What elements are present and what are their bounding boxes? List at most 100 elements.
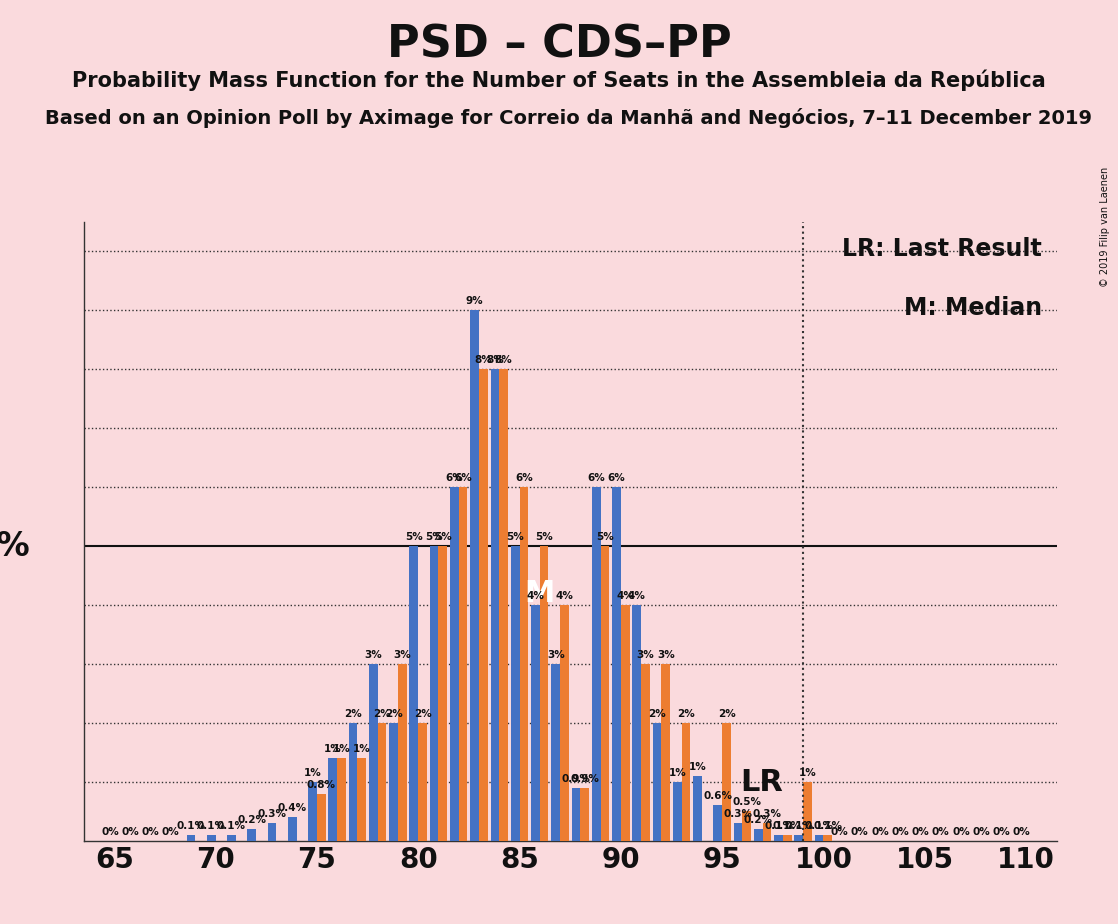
Text: 5%: 5% bbox=[0, 529, 30, 563]
Text: 2%: 2% bbox=[414, 709, 432, 719]
Bar bbox=[653, 723, 662, 841]
Text: 5%: 5% bbox=[596, 532, 614, 541]
Bar bbox=[531, 605, 540, 841]
Text: 5%: 5% bbox=[506, 532, 524, 541]
Bar bbox=[451, 487, 458, 841]
Text: 3%: 3% bbox=[547, 650, 565, 660]
Text: 0%: 0% bbox=[973, 827, 991, 837]
Text: 1%: 1% bbox=[798, 768, 816, 778]
Bar bbox=[338, 759, 345, 841]
Bar bbox=[591, 487, 600, 841]
Text: 1%: 1% bbox=[353, 744, 371, 754]
Text: © 2019 Filip van Laenen: © 2019 Filip van Laenen bbox=[1100, 166, 1110, 286]
Bar bbox=[288, 817, 296, 841]
Text: 5%: 5% bbox=[405, 532, 423, 541]
Text: 0%: 0% bbox=[162, 827, 180, 837]
Bar bbox=[247, 829, 256, 841]
Text: 0.9%: 0.9% bbox=[570, 773, 599, 784]
Text: 1%: 1% bbox=[333, 744, 350, 754]
Text: 1%: 1% bbox=[669, 768, 686, 778]
Text: 0%: 0% bbox=[931, 827, 949, 837]
Text: 0%: 0% bbox=[851, 827, 869, 837]
Bar bbox=[316, 794, 325, 841]
Text: 6%: 6% bbox=[587, 473, 605, 483]
Bar bbox=[329, 759, 338, 841]
Bar bbox=[783, 835, 792, 841]
Bar bbox=[571, 788, 580, 841]
Bar bbox=[458, 487, 467, 841]
Bar bbox=[641, 664, 650, 841]
Bar bbox=[682, 723, 690, 841]
Text: 5%: 5% bbox=[536, 532, 553, 541]
Bar bbox=[187, 835, 196, 841]
Bar bbox=[491, 370, 500, 841]
Bar bbox=[803, 782, 812, 841]
Text: 0.2%: 0.2% bbox=[237, 815, 266, 825]
Text: 8%: 8% bbox=[495, 355, 512, 365]
Text: 1%: 1% bbox=[324, 744, 342, 754]
Bar bbox=[389, 723, 398, 841]
Bar bbox=[742, 811, 751, 841]
Text: 0%: 0% bbox=[101, 827, 119, 837]
Bar bbox=[551, 664, 560, 841]
Bar bbox=[713, 806, 722, 841]
Bar bbox=[207, 835, 216, 841]
Bar bbox=[673, 782, 682, 841]
Bar bbox=[620, 605, 629, 841]
Bar bbox=[227, 835, 236, 841]
Bar bbox=[795, 835, 803, 841]
Text: LR: LR bbox=[740, 768, 783, 796]
Text: 2%: 2% bbox=[718, 709, 736, 719]
Text: 0%: 0% bbox=[953, 827, 969, 837]
Text: 8%: 8% bbox=[486, 355, 504, 365]
Text: 2%: 2% bbox=[373, 709, 391, 719]
Bar bbox=[754, 829, 762, 841]
Bar bbox=[418, 723, 427, 841]
Text: M: M bbox=[524, 578, 555, 608]
Text: 3%: 3% bbox=[657, 650, 674, 660]
Text: 0.1%: 0.1% bbox=[785, 821, 814, 831]
Text: 6%: 6% bbox=[454, 473, 472, 483]
Bar bbox=[722, 723, 731, 841]
Bar bbox=[471, 310, 479, 841]
Text: LR: Last Result: LR: Last Result bbox=[842, 237, 1042, 261]
Bar bbox=[824, 835, 832, 841]
Text: 0.1%: 0.1% bbox=[217, 821, 246, 831]
Text: 0.1%: 0.1% bbox=[773, 821, 802, 831]
Text: 0.5%: 0.5% bbox=[732, 797, 761, 808]
Text: 0%: 0% bbox=[142, 827, 159, 837]
Text: 0.3%: 0.3% bbox=[257, 809, 286, 819]
Text: 3%: 3% bbox=[394, 650, 411, 660]
Text: 0%: 0% bbox=[871, 827, 889, 837]
Bar bbox=[409, 546, 418, 841]
Text: 4%: 4% bbox=[527, 590, 544, 601]
Text: 2%: 2% bbox=[648, 709, 666, 719]
Text: Based on an Opinion Poll by Aximage for Correio da Manhã and Negócios, 7–11 Dece: Based on an Opinion Poll by Aximage for … bbox=[45, 108, 1091, 128]
Text: 3%: 3% bbox=[636, 650, 654, 660]
Text: 0.9%: 0.9% bbox=[561, 773, 590, 784]
Text: 0%: 0% bbox=[1013, 827, 1031, 837]
Bar bbox=[398, 664, 407, 841]
Text: M: Median: M: Median bbox=[903, 296, 1042, 320]
Bar bbox=[613, 487, 620, 841]
Bar bbox=[560, 605, 569, 841]
Bar bbox=[267, 823, 276, 841]
Text: 6%: 6% bbox=[515, 473, 533, 483]
Bar bbox=[349, 723, 358, 841]
Text: 0.1%: 0.1% bbox=[805, 821, 834, 831]
Text: 0%: 0% bbox=[993, 827, 1011, 837]
Bar bbox=[358, 759, 366, 841]
Text: 9%: 9% bbox=[466, 296, 483, 306]
Text: 0.6%: 0.6% bbox=[703, 791, 732, 801]
Text: 0.8%: 0.8% bbox=[306, 780, 335, 789]
Text: 5%: 5% bbox=[434, 532, 452, 541]
Bar bbox=[815, 835, 824, 841]
Text: 0%: 0% bbox=[831, 827, 849, 837]
Text: 4%: 4% bbox=[628, 590, 646, 601]
Bar bbox=[309, 782, 316, 841]
Bar bbox=[580, 788, 589, 841]
Text: 0.1%: 0.1% bbox=[177, 821, 206, 831]
Text: 0%: 0% bbox=[121, 827, 139, 837]
Text: 0.1%: 0.1% bbox=[197, 821, 226, 831]
Bar bbox=[369, 664, 378, 841]
